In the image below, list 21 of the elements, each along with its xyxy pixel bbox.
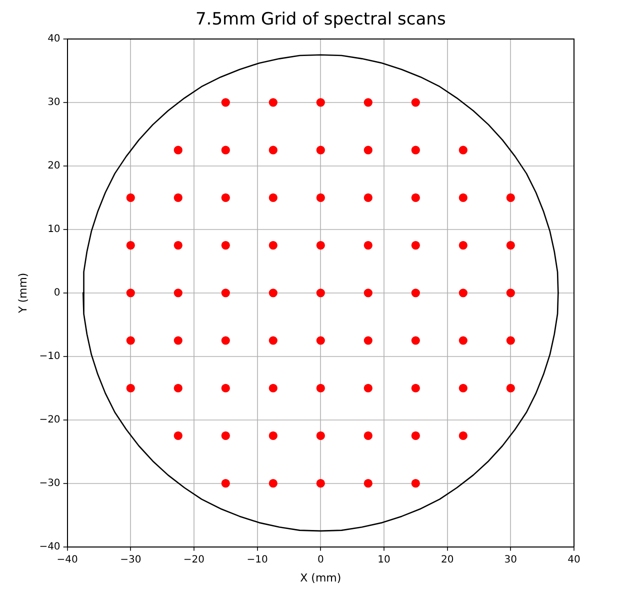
x-tick-label: −40 <box>56 554 78 566</box>
y-axis-title: Y (mm) <box>16 272 30 314</box>
y-tick-label: 10 <box>48 224 60 236</box>
y-tick-label: 40 <box>48 34 60 45</box>
y-tick-label: −10 <box>39 350 60 362</box>
x-tick-label: 10 <box>378 554 390 566</box>
x-tick-label: 40 <box>568 554 580 566</box>
x-tick-label: −30 <box>120 554 142 566</box>
y-tick-label: 30 <box>48 97 60 108</box>
y-tick-label: 20 <box>48 160 60 172</box>
x-tick-label: 30 <box>504 554 518 566</box>
y-tick-label: −20 <box>39 414 60 426</box>
x-tick-label: −10 <box>246 554 268 566</box>
y-tick-label: −40 <box>39 541 60 552</box>
x-tick-label: −20 <box>183 554 205 566</box>
y-tick-label: 0 <box>54 287 60 298</box>
x-axis-title: X (mm) <box>300 571 342 584</box>
y-tick-label: −30 <box>39 478 60 489</box>
chart-title: 7.5mm Grid of spectral scans <box>195 9 446 30</box>
x-tick-label: 0 <box>317 554 324 566</box>
x-tick-label: 20 <box>440 554 454 566</box>
